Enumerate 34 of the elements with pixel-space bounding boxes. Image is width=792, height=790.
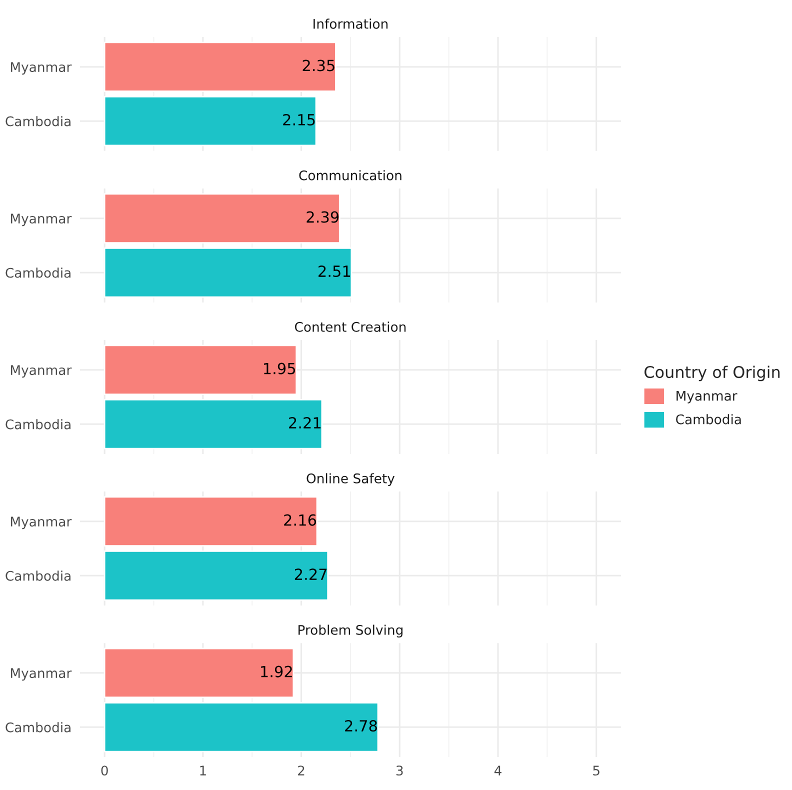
data-label: 1.95 xyxy=(264,362,296,374)
chart-title: Problem Solving xyxy=(298,624,402,638)
y-tick-label: Cambodia xyxy=(6,419,70,430)
y-tick-label: Cambodia xyxy=(6,722,70,732)
legend-label: Myanmar xyxy=(676,390,738,404)
data-label: 2.78 xyxy=(345,720,377,732)
data-label: 2.35 xyxy=(302,60,334,72)
data-label: 1.92 xyxy=(261,666,292,678)
y-tick-label: Myanmar xyxy=(10,516,72,530)
chart-title: Online Safety xyxy=(306,473,395,486)
data-label: 2.27 xyxy=(294,568,327,580)
y-tick-label: Cambodia xyxy=(6,116,70,126)
chart-title: Content Creation xyxy=(294,322,406,332)
data-label: 2.51 xyxy=(318,265,350,278)
legend-label: Cambodia xyxy=(676,414,741,424)
legend-title: Country of Origin xyxy=(644,366,780,382)
y-tick-label: Myanmar xyxy=(10,668,72,681)
y-tick-label: Cambodia xyxy=(6,268,70,278)
chart-title: Communication xyxy=(299,170,402,180)
data-label: 2.21 xyxy=(289,417,321,428)
y-tick-label: Myanmar xyxy=(10,365,72,378)
x-tick-label: 3 xyxy=(396,766,403,776)
data-label: 2.39 xyxy=(306,211,339,223)
data-label: 2.15 xyxy=(283,114,315,126)
x-tick-label: 2 xyxy=(298,766,304,776)
x-tick-label: 5 xyxy=(593,766,600,776)
x-tick-label: 4 xyxy=(494,766,502,776)
chart-title: Information xyxy=(314,18,388,29)
y-tick-label: Myanmar xyxy=(10,214,72,226)
y-tick-label: Cambodia xyxy=(6,570,70,581)
x-tick-label: 1 xyxy=(200,766,206,776)
y-tick-label: Myanmar xyxy=(10,62,72,75)
x-tick-label: 0 xyxy=(101,766,108,776)
data-label: 2.16 xyxy=(284,514,316,526)
